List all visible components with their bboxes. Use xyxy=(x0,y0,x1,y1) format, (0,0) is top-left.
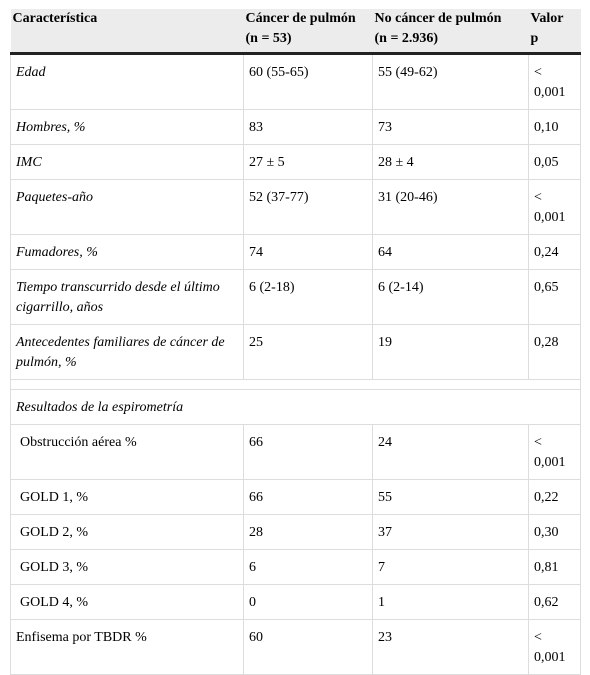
cell: 23 xyxy=(372,619,529,675)
cell: 0,81 xyxy=(528,549,581,585)
cell: < 0,001 xyxy=(528,619,581,675)
row-label: Tiempo transcurrido desde el último ciga… xyxy=(10,269,244,325)
cell: 6 (2-18) xyxy=(243,269,373,325)
table-row: Antecedentes familiares de cáncer de pul… xyxy=(10,324,581,380)
cell: 19 xyxy=(372,324,529,380)
cell: 7 xyxy=(372,549,529,585)
header-cell: No cáncer de pulmón (n = 2.936) xyxy=(372,9,529,55)
row-label: Edad xyxy=(10,53,244,110)
cell: 0,62 xyxy=(528,584,581,620)
table-row: Enfisema por TBDR % 60 23 < 0,001 xyxy=(10,619,581,675)
cell: 0,05 xyxy=(528,144,581,180)
row-label: Paquetes-año xyxy=(10,179,244,235)
header-text: Valor xyxy=(530,11,564,26)
cell: 37 xyxy=(372,514,529,550)
header-text: (n = 2.936) xyxy=(374,31,439,46)
cell: 28 xyxy=(243,514,373,550)
row-label: GOLD 1, % xyxy=(10,479,244,515)
table-row: GOLD 2, % 28 37 0,30 xyxy=(10,514,581,550)
row-label: Hombres, % xyxy=(10,109,244,145)
row-label: Fumadores, % xyxy=(10,234,244,270)
table-row: IMC 27 ± 5 28 ± 4 0,05 xyxy=(10,144,581,180)
cell: 27 ± 5 xyxy=(243,144,373,180)
cell: 73 xyxy=(372,109,529,145)
cell: 0,10 xyxy=(528,109,581,145)
table-row: Tiempo transcurrido desde el último ciga… xyxy=(10,269,581,325)
cell: < 0,001 xyxy=(528,53,581,110)
cell: 66 xyxy=(243,479,373,515)
cell: < 0,001 xyxy=(528,424,581,480)
cell: 0,28 xyxy=(528,324,581,380)
header-cell: Característica xyxy=(10,9,244,55)
cell: 31 (20-46) xyxy=(372,179,529,235)
cell: 6 (2-14) xyxy=(372,269,529,325)
table-row: GOLD 3, % 6 7 0,81 xyxy=(10,549,581,585)
cell: 25 xyxy=(243,324,373,380)
section-row: Resultados de la espirometría xyxy=(10,389,581,425)
table-row: GOLD 1, % 66 55 0,22 xyxy=(10,479,581,515)
header-cell: Valor p xyxy=(528,9,581,55)
header-row: Característica Cáncer de pulmón (n = 53) No… xyxy=(10,9,581,55)
spacer-cell xyxy=(10,379,581,390)
spacer-row xyxy=(10,379,581,390)
cell: 66 xyxy=(243,424,373,480)
cell: < 0,001 xyxy=(528,179,581,235)
row-label: GOLD 3, % xyxy=(10,549,244,585)
header-text: p xyxy=(530,31,539,46)
table-row: Edad 60 (55-65) 55 (49-62) < 0,001 xyxy=(10,53,581,110)
cell: 0,65 xyxy=(528,269,581,325)
cell: 24 xyxy=(372,424,529,480)
cell: 74 xyxy=(243,234,373,270)
row-label: Enfisema por TBDR % xyxy=(10,619,244,675)
table-header: Característica Cáncer de pulmón (n = 53) No… xyxy=(10,9,581,55)
cell: 60 xyxy=(243,619,373,675)
cell: 0 xyxy=(243,584,373,620)
cell: 83 xyxy=(243,109,373,145)
cell: 28 ± 4 xyxy=(372,144,529,180)
row-label: Antecedentes familiares de cáncer de pul… xyxy=(10,324,244,380)
cell: 6 xyxy=(243,549,373,585)
row-label: GOLD 2, % xyxy=(10,514,244,550)
table-row: Obstrucción aérea % 66 24 < 0,001 xyxy=(10,424,581,480)
header-text: (n = 53) xyxy=(245,31,292,46)
section-title: Resultados de la espirometría xyxy=(10,389,581,425)
row-label: IMC xyxy=(10,144,244,180)
cell: 1 xyxy=(372,584,529,620)
row-label: Obstrucción aérea % xyxy=(10,424,244,480)
cell: 55 (49-62) xyxy=(372,53,529,110)
cell: 60 (55-65) xyxy=(243,53,373,110)
table-row: Fumadores, % 74 64 0,24 xyxy=(10,234,581,270)
cell: 0,30 xyxy=(528,514,581,550)
cell: 52 (37-77) xyxy=(243,179,373,235)
table-body: Edad 60 (55-65) 55 (49-62) < 0,001 Hombres, … xyxy=(10,53,581,675)
header-text: No cáncer de pulmón xyxy=(374,11,502,26)
table-row: GOLD 4, % 0 1 0,62 xyxy=(10,584,581,620)
row-label: GOLD 4, % xyxy=(10,584,244,620)
table-row: Hombres, % 83 73 0,10 xyxy=(10,109,581,145)
cell: 0,22 xyxy=(528,479,581,515)
header-cell: Cáncer de pulmón (n = 53) xyxy=(243,9,373,55)
data-table: Característica Cáncer de pulmón (n = 53) No… xyxy=(10,9,581,675)
cell: 0,24 xyxy=(528,234,581,270)
page: Característica Cáncer de pulmón (n = 53) No… xyxy=(10,9,581,675)
cell: 64 xyxy=(372,234,529,270)
header-text: Cáncer de pulmón xyxy=(245,11,356,26)
cell: 55 xyxy=(372,479,529,515)
header-text: Característica xyxy=(12,11,98,26)
table-row: Paquetes-año 52 (37-77) 31 (20-46) < 0,001 xyxy=(10,179,581,235)
